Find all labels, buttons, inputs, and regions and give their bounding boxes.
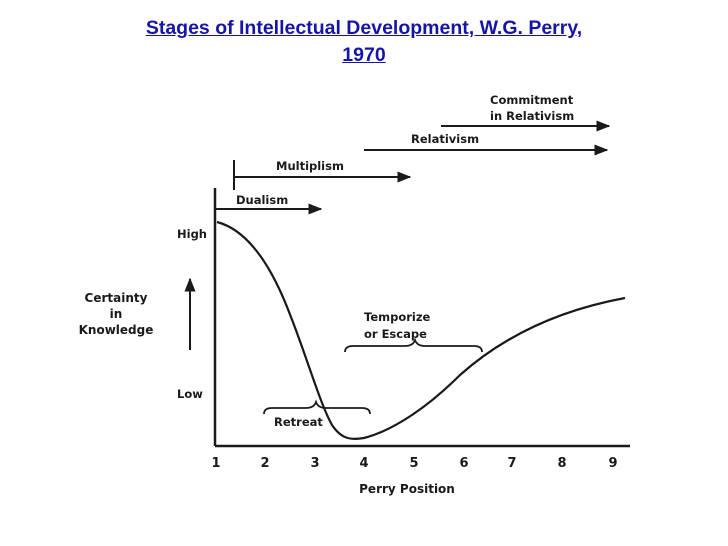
x-tick-3: 3 [310,456,319,471]
relativism-label: Relativism [411,132,479,146]
commitment-label-line2: in Relativism [490,109,574,123]
dualism-label: Dualism [236,193,288,207]
y-axis-title-line3: Knowledge [79,323,154,337]
retreat-brace [263,399,371,415]
x-axis-title: Perry Position [359,482,455,496]
y-high-label: High [177,227,207,241]
certainty-curve [216,220,626,441]
temporize-label-line2: or Escape [364,327,427,341]
y-axis-title-line1: Certainty [85,291,148,305]
stage-multiplism: Multiplism [233,159,412,190]
multiplism-label: Multiplism [276,159,344,173]
retreat-annotation: Retreat [263,399,371,429]
x-tick-6: 6 [459,456,468,471]
retreat-label: Retreat [274,415,323,429]
x-tick-5: 5 [409,456,418,471]
x-tick-7: 7 [507,456,516,471]
y-axis-title-line2: in [110,307,123,321]
x-tick-9: 9 [608,456,617,471]
temporize-brace [344,337,483,353]
x-tick-2: 2 [260,456,269,471]
page-title: Stages of Intellectual Development, W.G.… [145,17,583,39]
temporize-annotation: Temporize or Escape [344,310,483,353]
x-tick-labels: 1 2 3 4 5 6 7 8 9 [211,456,617,471]
stage-commitment: Commitment in Relativism [441,93,611,132]
stage-relativism: Relativism [364,132,609,156]
y-axis-labels: High Low Certainty in Knowledge [79,227,207,401]
stage-dualism: Dualism [216,193,323,215]
page-title-continued: 1970 [342,44,386,65]
y-low-label: Low [177,387,203,401]
x-tick-4: 4 [359,456,368,471]
commitment-label-line1: Commitment [490,93,574,107]
x-tick-8: 8 [557,456,566,471]
x-tick-1: 1 [211,456,220,471]
temporize-label-line1: Temporize [364,310,431,324]
